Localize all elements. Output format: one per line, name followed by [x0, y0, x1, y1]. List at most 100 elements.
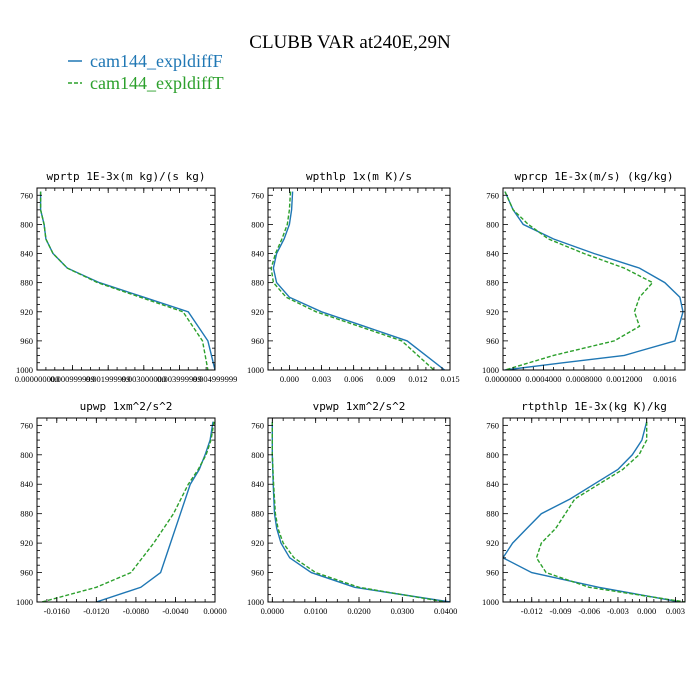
- x-tick-label: 0.0012000: [606, 374, 642, 384]
- legend: cam144_expldiffF cam144_expldiffT: [68, 51, 224, 93]
- x-tick-label: 0.000: [280, 374, 299, 384]
- panel-1: wpthlp 1x(m K)/s 760 800 840 880 920 960 1000 0.…: [247, 170, 460, 384]
- y-tick-label: 760: [251, 190, 264, 200]
- panel-3: upwp 1xm^2/s^2 760 800 840 880 920 960 1000 -0.0…: [16, 400, 227, 616]
- y-tick-label: 840: [20, 479, 33, 489]
- y-tick-label: 800: [20, 450, 33, 460]
- y-tick-label: 1000: [482, 365, 499, 375]
- y-tick-label: 920: [251, 538, 264, 548]
- y-tick-label: 800: [20, 219, 33, 229]
- y-tick-label: 920: [20, 538, 33, 548]
- y-tick-label: 840: [251, 479, 264, 489]
- x-tick-label: -0.006: [578, 606, 600, 616]
- y-tick-label: 840: [251, 249, 264, 259]
- y-tick-label: 1000: [482, 597, 499, 607]
- y-tick-label: 880: [20, 509, 33, 519]
- x-tick-label: -0.0120: [83, 606, 109, 616]
- panels: wprtp 1E-3x(m kg)/(s kg) 760 800 840 880 920 9…: [15, 170, 686, 616]
- x-tick-label: -0.009: [549, 606, 571, 616]
- x-tick-label: 0.0000000: [485, 374, 521, 384]
- x-tick-label: -0.0040: [162, 606, 188, 616]
- y-tick-label: 840: [486, 479, 499, 489]
- x-tick-label: 0.0000: [261, 606, 284, 616]
- x-tick-label: 0.012: [408, 374, 427, 384]
- x-tick-label: -0.012: [521, 606, 543, 616]
- y-tick-label: 800: [251, 450, 264, 460]
- y-tick-label: 920: [486, 538, 499, 548]
- x-tick-label: 0.0016: [653, 374, 676, 384]
- x-tick-label: 0.015: [440, 374, 459, 384]
- x-tick-label: 0.0200: [347, 606, 370, 616]
- legend-label-1: cam144_expldiffT: [90, 73, 224, 93]
- x-tick-label: 0.0300: [391, 606, 414, 616]
- y-tick-label: 960: [486, 336, 499, 346]
- panel-title: vpwp 1xm^2/s^2: [313, 400, 406, 413]
- x-tick-label: 0.004999999: [193, 374, 238, 384]
- y-tick-label: 960: [486, 568, 499, 578]
- y-tick-label: 800: [486, 219, 499, 229]
- y-tick-label: 800: [251, 219, 264, 229]
- series-line-1: [270, 191, 435, 370]
- y-tick-label: 920: [486, 307, 499, 317]
- x-tick-label: 0.003000000: [121, 374, 166, 384]
- y-tick-label: 1000: [247, 365, 264, 375]
- x-tick-label: 0.0004000: [525, 374, 561, 384]
- y-tick-label: 920: [251, 307, 264, 317]
- y-tick-label: 880: [20, 278, 33, 288]
- y-tick-label: 880: [486, 509, 499, 519]
- y-tick-label: 760: [486, 420, 499, 430]
- y-tick-label: 760: [20, 190, 33, 200]
- x-tick-label: -0.003: [607, 606, 629, 616]
- panel-4: vpwp 1xm^2/s^2 760 800 840 880 920 960 10000.00…: [247, 400, 457, 616]
- y-tick-label: 1000: [247, 597, 264, 607]
- x-tick-label: 0.003: [666, 606, 685, 616]
- y-tick-label: 760: [251, 420, 264, 430]
- y-tick-label: 760: [486, 190, 499, 200]
- plot-frame: [502, 417, 686, 603]
- x-tick-label: 0.003: [312, 374, 331, 384]
- y-tick-label: 840: [20, 249, 33, 259]
- figure-title: CLUBB VAR at240E,29N: [249, 32, 451, 53]
- x-tick-label: 0.006: [344, 374, 363, 384]
- legend-label-0: cam144_expldiffF: [90, 51, 223, 71]
- series-line-0: [271, 421, 450, 602]
- x-tick-label: 0.000999999: [50, 374, 95, 384]
- series-line-1: [271, 421, 446, 602]
- y-tick-label: 920: [20, 307, 33, 317]
- y-tick-label: 840: [486, 249, 499, 259]
- x-tick-label: 0.0000: [203, 606, 226, 616]
- y-tick-label: 960: [251, 336, 264, 346]
- panel-5: rtpthlp 1E-3x(kg K)/kg 760 800 840 880 920 960…: [482, 400, 686, 616]
- x-tick-label: 0.009: [376, 374, 395, 384]
- panel-title: wpthlp 1x(m K)/s: [306, 170, 412, 183]
- panel-title: upwp 1xm^2/s^2: [80, 400, 173, 413]
- x-tick-label: 0.001999999: [86, 374, 131, 384]
- x-tick-label: -0.0160: [44, 606, 70, 616]
- y-tick-label: 1000: [16, 365, 33, 375]
- panel-title: wprcp 1E-3x(m/s) (kg/kg): [515, 170, 674, 183]
- series-line-1: [535, 421, 685, 602]
- x-tick-label: 0.0400: [434, 606, 457, 616]
- series-line-1: [41, 421, 215, 602]
- series-line-0: [272, 191, 446, 370]
- y-tick-label: 1000: [16, 597, 33, 607]
- y-tick-label: 880: [486, 278, 499, 288]
- x-tick-label: 0.0100: [304, 606, 327, 616]
- x-tick-label: -0.0080: [123, 606, 149, 616]
- panel-0: wprtp 1E-3x(m kg)/(s kg) 760 800 840 880 920 9…: [15, 170, 238, 384]
- x-tick-label: 0.000000000: [15, 374, 60, 384]
- y-tick-label: 880: [251, 509, 264, 519]
- y-tick-label: 960: [20, 336, 33, 346]
- series-line-0: [96, 421, 214, 602]
- y-tick-label: 960: [251, 568, 264, 578]
- panel-2: wprcp 1E-3x(m/s) (kg/kg) 760 800 840 880 920 9…: [482, 170, 686, 384]
- x-tick-label: 0.003999999: [157, 374, 202, 384]
- series-line-0: [504, 191, 684, 370]
- y-tick-label: 760: [20, 420, 33, 430]
- plot-frame: [267, 187, 451, 371]
- series-line-1: [39, 191, 209, 370]
- panel-title: rtpthlp 1E-3x(kg K)/kg: [521, 400, 667, 413]
- x-tick-label: 0.0008000: [566, 374, 602, 384]
- series-line-1: [504, 191, 654, 370]
